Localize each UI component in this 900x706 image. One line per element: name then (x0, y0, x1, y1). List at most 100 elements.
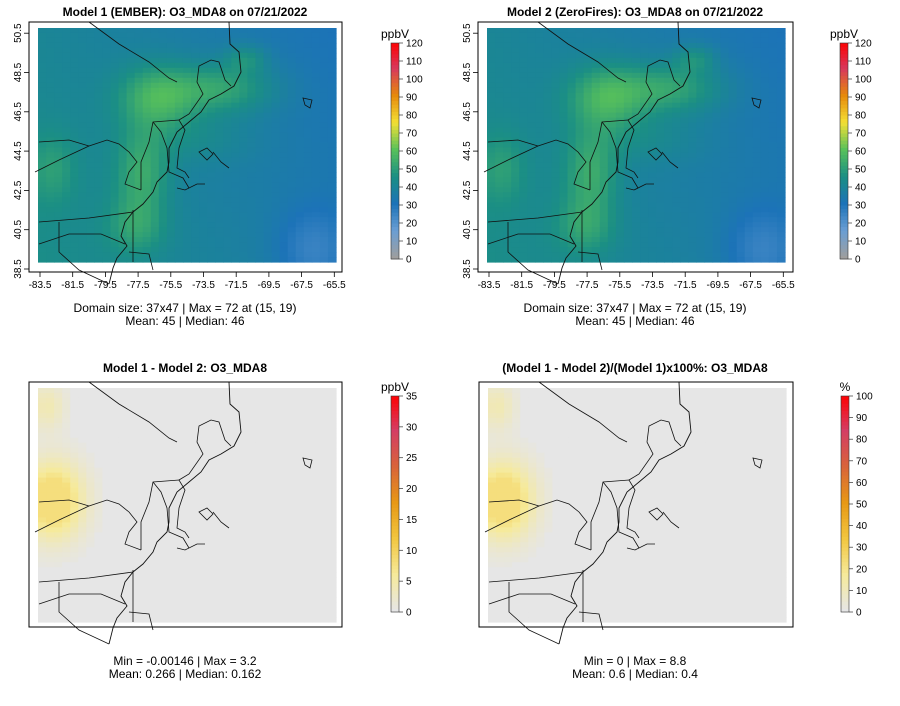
x-tick-label: -79.5 (94, 280, 117, 291)
heatmap-cell (303, 257, 313, 263)
heatmap-cell (223, 507, 232, 514)
legend-swatch (840, 226, 848, 231)
heatmap-cell (182, 482, 192, 489)
heatmap-cell (102, 67, 112, 74)
heatmap-cell (239, 222, 248, 228)
heatmap-cell (295, 502, 305, 509)
heatmap-cell (199, 207, 208, 213)
heatmap-cell (511, 132, 520, 139)
heatmap-cell (279, 547, 289, 553)
heatmap-cell (696, 67, 706, 74)
heatmap-cell (158, 502, 168, 509)
heatmap-cell (575, 82, 585, 89)
y-tick-label: 48.5 (13, 62, 24, 82)
heatmap-cell (672, 97, 681, 104)
heatmap-cell (182, 527, 192, 533)
heatmap-cell (599, 62, 609, 69)
heatmap-cell (199, 257, 208, 263)
heatmap-cell (744, 72, 754, 79)
heatmap-cell (720, 82, 730, 89)
heatmap-cell (287, 52, 297, 59)
heatmap-cell (102, 462, 112, 469)
heatmap-cell (672, 192, 681, 198)
heatmap-cell (126, 422, 136, 429)
heatmap-cell (78, 252, 87, 258)
heatmap-cell (648, 207, 657, 213)
heatmap-cell (287, 407, 297, 414)
heatmap-cell (62, 432, 71, 439)
heatmap-cell (287, 527, 297, 533)
heatmap-cell (696, 82, 706, 89)
heatmap-cell (134, 452, 144, 459)
heatmap-cell (62, 502, 71, 509)
heatmap-cell (599, 112, 609, 119)
heatmap-cell (736, 67, 746, 74)
legend-swatch (391, 50, 399, 55)
legend-tick-label: 120 (855, 39, 872, 50)
heatmap-cell (239, 402, 248, 409)
heatmap-cell (158, 252, 168, 258)
heatmap-cell (559, 212, 569, 218)
heatmap-cell (207, 122, 216, 129)
heatmap-cell (776, 62, 786, 69)
heatmap-cell (215, 162, 224, 169)
heatmap-cell (664, 102, 673, 109)
heatmap-cell (46, 452, 55, 459)
heatmap-cell (191, 137, 200, 144)
heatmap-cell (207, 507, 216, 514)
heatmap-cell (656, 132, 665, 139)
heatmap-cell (86, 207, 95, 213)
heatmap-cell (543, 177, 553, 183)
heatmap-cell (231, 547, 240, 553)
legend-swatch (391, 104, 399, 109)
heatmap-cell (126, 432, 136, 439)
heatmap-cell (78, 432, 87, 439)
heatmap-cell (223, 182, 232, 188)
heatmap-cell (54, 152, 63, 159)
heatmap-cell (311, 197, 321, 203)
heatmap-cell (656, 167, 665, 173)
heatmap-cell (543, 62, 553, 69)
heatmap-cell (527, 107, 536, 114)
heatmap-cell (239, 502, 248, 509)
heatmap-cell (319, 402, 329, 409)
heatmap-cell (567, 112, 577, 119)
heatmap-cell (158, 47, 168, 54)
heatmap-cell (279, 507, 289, 514)
heatmap-cell (182, 427, 192, 434)
heatmap-cell (664, 207, 673, 213)
heatmap-cell (231, 32, 240, 39)
panel-p1: Model 1 (EMBER): O3_MDA8 on 07/21/2022 (63, 5, 308, 19)
heatmap-cell (776, 82, 786, 89)
heatmap-cell (615, 127, 625, 134)
heatmap-cell (38, 467, 47, 474)
heatmap-cell (174, 142, 184, 149)
heatmap-cell (768, 42, 778, 49)
heatmap-cell (102, 157, 112, 164)
heatmap-cell (182, 152, 192, 159)
heatmap-cell (752, 232, 762, 238)
heatmap-cell (503, 177, 512, 183)
heatmap-cell (295, 537, 305, 543)
heatmap-cell (640, 252, 649, 258)
heatmap-cell (182, 102, 192, 109)
heatmap-cell (78, 442, 87, 449)
heatmap-cell (559, 122, 569, 129)
heatmap-cell (656, 97, 665, 104)
heatmap-cell (543, 217, 553, 223)
heatmap-cell (495, 72, 504, 79)
heatmap-cell (720, 142, 730, 149)
heatmap-cell (527, 227, 536, 233)
heatmap-cell (583, 62, 593, 69)
heatmap-cell (672, 212, 681, 218)
heatmap-cell (239, 192, 248, 198)
heatmap-cell (591, 102, 601, 109)
heatmap-cell (527, 57, 536, 64)
heatmap-cell (656, 107, 665, 114)
heatmap-cell (70, 57, 79, 64)
heatmap-cell (126, 197, 136, 203)
heatmap-cell (575, 252, 585, 258)
heatmap-cell (38, 117, 47, 124)
heatmap-cell (736, 117, 746, 124)
heatmap-cell (54, 527, 63, 533)
